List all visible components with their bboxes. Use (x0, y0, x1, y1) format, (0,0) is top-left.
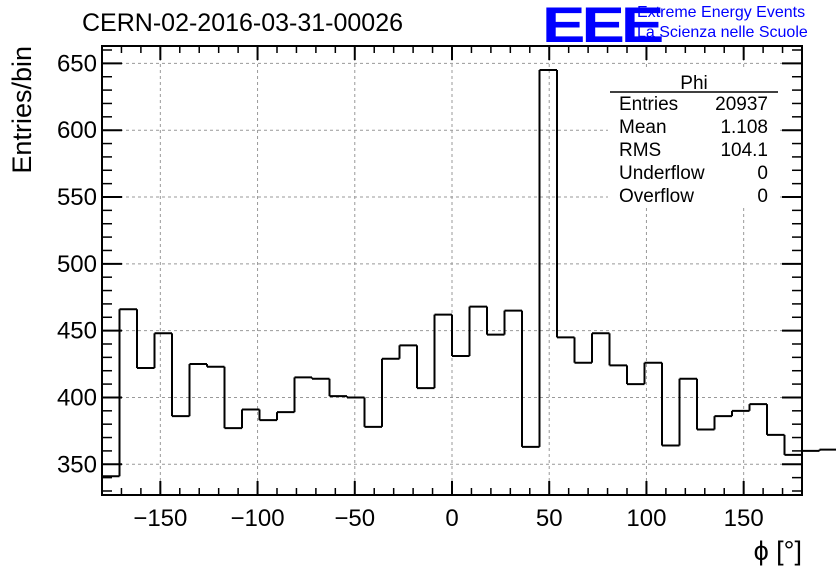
y-tick-label: 600 (57, 117, 97, 144)
logo-subtitle-line2: La Scienza nelle Scuole (637, 24, 808, 41)
y-tick-label: 450 (57, 318, 97, 345)
stats-value-mean: 1.108 (720, 117, 768, 138)
stats-label-mean: Mean (619, 117, 667, 138)
logo-subtitle-line1: Extreme Energy Events (637, 4, 806, 21)
histogram-bars (102, 69, 836, 478)
x-tick-label: −150 (133, 505, 187, 532)
stats-value-rms: 104.1 (720, 140, 768, 161)
x-tick-label: 150 (724, 505, 764, 532)
eee-logo: EEE (542, 0, 664, 53)
axes-layer: −150 −100 −50 0 50 100 150 350 400 450 500 550 600 65… (7, 45, 803, 566)
stats-label-entries: Entries (619, 94, 678, 115)
y-tick-label: 400 (57, 384, 97, 411)
run-title: CERN-02-2016-03-31-00026 (82, 9, 404, 37)
x-tick-label: 50 (536, 505, 563, 532)
x-tick-label: 0 (445, 505, 458, 532)
y-tick-label: 550 (57, 184, 97, 211)
x-axis-title: ϕ [°] (754, 536, 802, 566)
y-tick-label: 350 (57, 451, 97, 478)
stats-value-overflow: 0 (757, 186, 768, 207)
stats-box-title: Phi (680, 73, 707, 94)
y-tick-label: 650 (57, 50, 97, 77)
y-axis-title: Entries/bin (7, 46, 37, 174)
stats-value-underflow: 0 (757, 163, 768, 184)
stats-box-background (608, 70, 778, 207)
grid-layer (102, 46, 802, 495)
stats-label-underflow: Underflow (619, 163, 705, 184)
stats-box: Phi Entries 20937 Mean 1.108 RMS 104.1 U… (608, 70, 778, 207)
y-tick-label: 500 (57, 251, 97, 278)
stats-label-rms: RMS (619, 140, 661, 161)
stats-label-overflow: Overflow (619, 186, 694, 207)
stats-value-entries: 20937 (715, 94, 768, 115)
x-tick-label: −50 (334, 505, 375, 532)
x-tick-label: −100 (231, 505, 285, 532)
x-tick-label: 100 (626, 505, 666, 532)
